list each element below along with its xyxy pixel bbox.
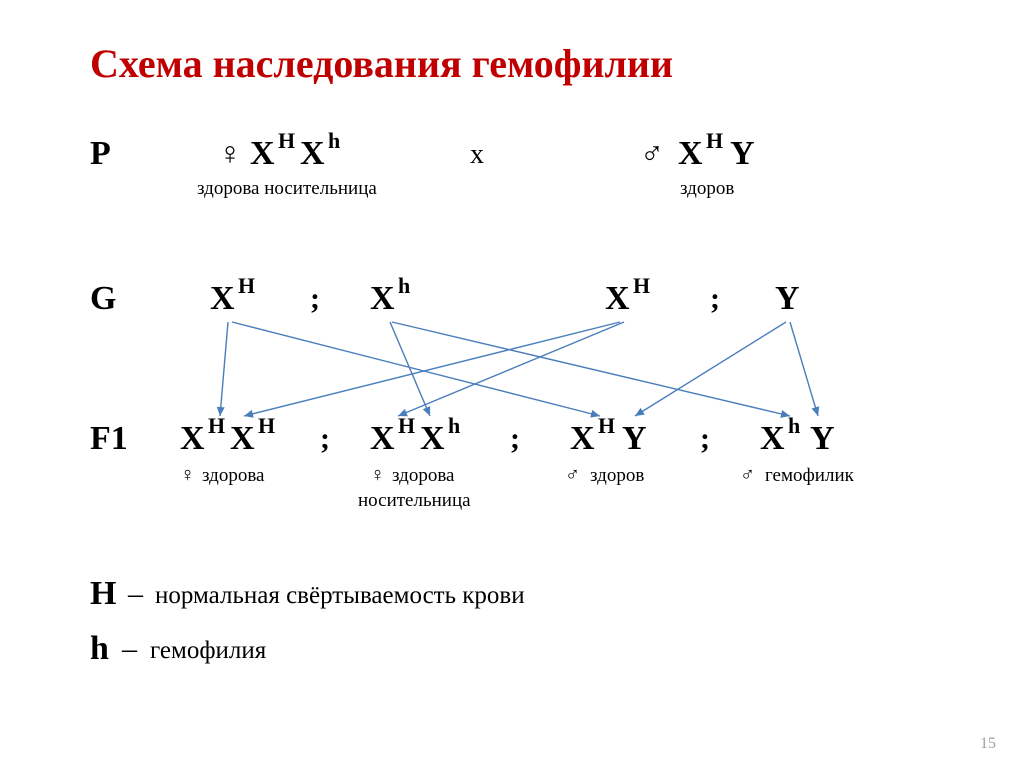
gamete-2-sup: h xyxy=(398,273,410,299)
male-symbol: ♂ xyxy=(640,135,664,172)
f1-sub2b: носительница xyxy=(358,490,471,512)
slide: Схема наследования гемофилии P G F1 ♀ X … xyxy=(0,0,1024,767)
father-sublabel: здоров xyxy=(680,178,734,200)
female-symbol: ♀ xyxy=(218,135,242,172)
f1-2-s1: H xyxy=(398,413,415,439)
f1-1-s1: H xyxy=(208,413,225,439)
f1-4-b2: Y xyxy=(810,420,835,458)
f1-sub1: здорова xyxy=(202,465,264,487)
father-x1: X xyxy=(678,135,703,173)
cross-symbol: х xyxy=(470,139,484,171)
f1-1-b2: X xyxy=(230,420,255,458)
mother-sublabel: здорова носительница xyxy=(197,178,377,200)
gamete-3-x: X xyxy=(605,280,630,318)
gamete-y: Y xyxy=(775,280,800,318)
f1-1-s2: H xyxy=(258,413,275,439)
gamete-2-x: X xyxy=(370,280,395,318)
f1-sub3: здоров xyxy=(590,465,644,487)
f1-sub4-sym: ♂ xyxy=(740,464,755,487)
father-sup1: H xyxy=(706,128,723,154)
mother-x1: X xyxy=(250,135,275,173)
gamete-3-sup: H xyxy=(633,273,650,299)
f1-3-s1: H xyxy=(598,413,615,439)
legend-h-sym: h xyxy=(90,630,109,668)
legend-h-text: гемофилия xyxy=(150,637,266,665)
f1-sub4: гемофилик xyxy=(765,465,854,487)
f-sep-3: ; xyxy=(700,422,710,456)
row-p-label: P xyxy=(90,135,111,173)
legend-H-dash: – xyxy=(128,577,143,611)
legend-H-sym: H xyxy=(90,575,116,613)
slide-title: Схема наследования гемофилии xyxy=(90,40,673,87)
f-sep-2: ; xyxy=(510,422,520,456)
mother-x2: X xyxy=(300,135,325,173)
f1-sub2-sym: ♀ xyxy=(370,464,385,487)
f1-3-b2: Y xyxy=(622,420,647,458)
f-sep-1: ; xyxy=(320,422,330,456)
f1-2-b1: X xyxy=(370,420,395,458)
f1-4-s1: h xyxy=(788,413,800,439)
row-f1-label: F1 xyxy=(90,420,128,458)
gamete-1-sup: H xyxy=(238,273,255,299)
f1-1-b1: X xyxy=(180,420,205,458)
f1-sub1-sym: ♀ xyxy=(180,464,195,487)
f1-2-b2: X xyxy=(420,420,445,458)
f1-sub2: здорова xyxy=(392,465,454,487)
g-sep-2: ; xyxy=(710,282,720,316)
father-y: Y xyxy=(730,135,755,173)
gamete-1-x: X xyxy=(210,280,235,318)
mother-sup1: H xyxy=(278,128,295,154)
mother-sup2: h xyxy=(328,128,340,154)
f1-3-b1: X xyxy=(570,420,595,458)
legend-H-text: нормальная свёртываемость крови xyxy=(155,582,525,610)
f1-2-s2: h xyxy=(448,413,460,439)
row-g-label: G xyxy=(90,280,116,318)
f1-4-b1: X xyxy=(760,420,785,458)
page-number: 15 xyxy=(980,735,996,753)
f1-sub3-sym: ♂ xyxy=(565,464,580,487)
legend-h-dash: – xyxy=(122,632,137,666)
g-sep-1: ; xyxy=(310,282,320,316)
